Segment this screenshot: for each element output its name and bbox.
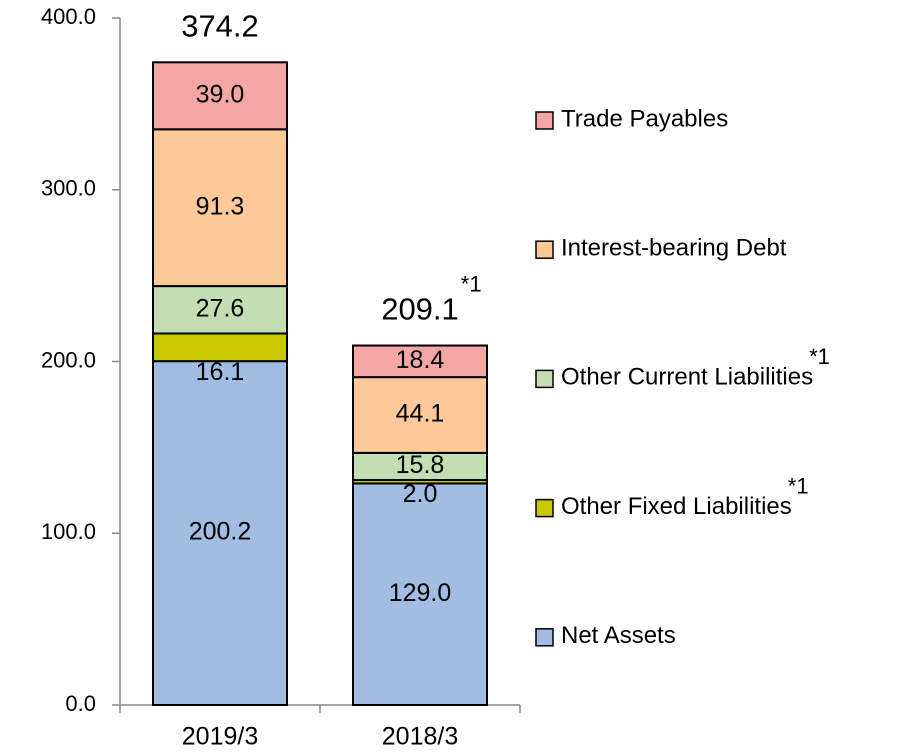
data-label: 2.0 xyxy=(403,480,438,508)
x-tick-label: 2018/3 xyxy=(382,723,458,751)
total-note: *1 xyxy=(461,271,482,296)
legend-label: Other Current Liabilities xyxy=(561,364,813,391)
total-label: 209.1 xyxy=(381,292,459,327)
data-label: 27.6 xyxy=(196,294,245,322)
y-tick-label: 100.0 xyxy=(41,519,96,544)
total-label: 374.2 xyxy=(181,8,259,43)
data-label: 200.2 xyxy=(189,518,252,546)
legend-label: Trade Payables xyxy=(561,105,728,132)
data-label: 39.0 xyxy=(196,80,245,108)
legend-swatch xyxy=(535,111,554,130)
data-label: 129.0 xyxy=(389,579,452,607)
legend-note: *1 xyxy=(788,473,809,498)
data-label: 91.3 xyxy=(196,192,245,220)
bar-segment xyxy=(352,451,488,482)
legend-label: Interest-bearing Debt xyxy=(561,235,787,262)
legend-swatch xyxy=(535,498,554,518)
y-tick-label: 300.0 xyxy=(41,176,96,201)
bar-segment xyxy=(152,61,288,131)
bar-segment xyxy=(352,344,488,379)
legend-swatch xyxy=(535,240,554,259)
y-tick-label: 0.0 xyxy=(65,691,96,716)
legend-swatch xyxy=(535,369,554,389)
bar-segment xyxy=(352,482,488,706)
bar-segment xyxy=(152,285,288,335)
data-label: 18.4 xyxy=(396,346,445,374)
legend-note: *1 xyxy=(809,344,830,369)
legend-label: Net Assets xyxy=(561,622,676,649)
data-label: 44.1 xyxy=(396,400,445,428)
y-tick-label: 400.0 xyxy=(41,4,96,29)
data-label: 16.1 xyxy=(196,358,245,386)
legend-swatch xyxy=(535,628,554,647)
legend-label: Other Fixed Liabilities xyxy=(561,493,792,520)
bar-segment xyxy=(152,128,288,288)
data-label: 15.8 xyxy=(396,451,445,479)
y-tick-label: 200.0 xyxy=(41,347,96,372)
x-tick-label: 2019/3 xyxy=(182,723,258,751)
